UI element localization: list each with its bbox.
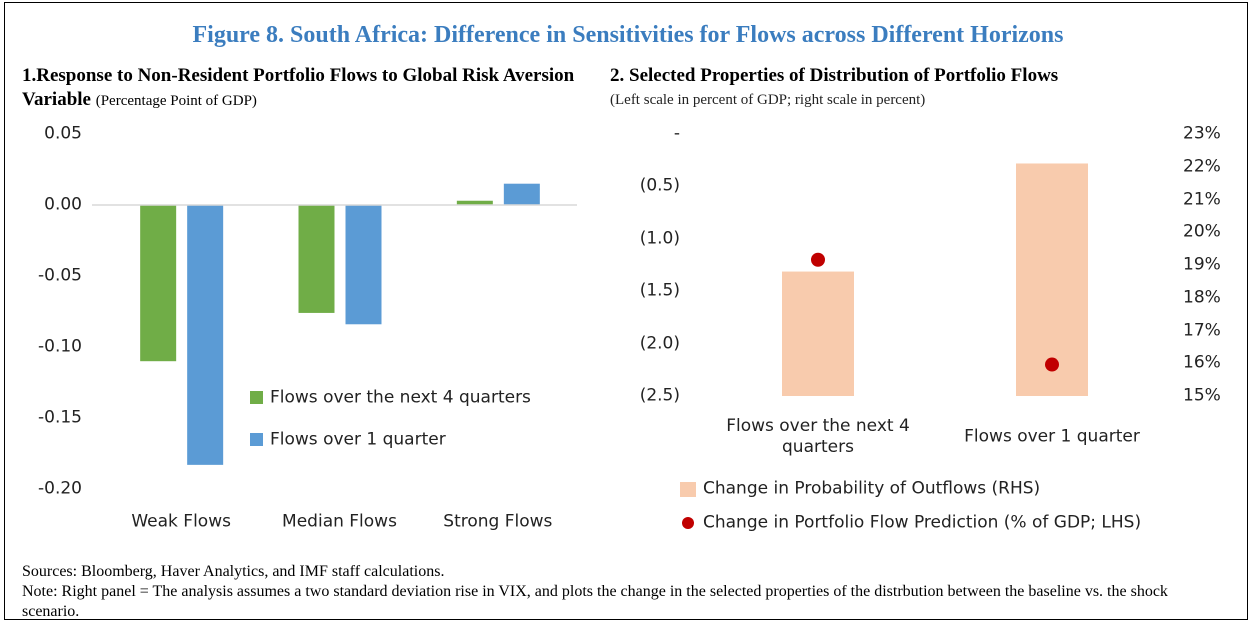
y-tick-label: -0.20 bbox=[38, 478, 82, 499]
chart-subtitle: (Percentage Point of GDP) bbox=[95, 92, 257, 109]
y-tick-label: (1.5) bbox=[639, 280, 680, 301]
legend-label: Change in Probability of Outflows (RHS) bbox=[703, 478, 1041, 499]
frame bbox=[4, 2, 1248, 620]
y2-tick-label: 18% bbox=[1183, 287, 1221, 308]
legend-label: Flows over 1 quarter bbox=[270, 429, 446, 450]
x-tick-label: Strong Flows bbox=[443, 511, 553, 532]
x-tick-label: Flows over 1 quarter bbox=[964, 426, 1140, 447]
x-tick-label: Weak Flows bbox=[131, 511, 231, 532]
note: Note: Right panel = The analysis assumes… bbox=[22, 583, 1168, 620]
chart-subtitle: (Left scale in percent of GDP; right sca… bbox=[610, 92, 926, 108]
y2-tick-label: 16% bbox=[1183, 352, 1221, 373]
bar bbox=[1016, 163, 1088, 396]
y2-tick-label: 20% bbox=[1183, 221, 1221, 242]
y2-tick-label: 21% bbox=[1183, 188, 1221, 209]
legend-label: Flows over the next 4 quarters bbox=[270, 387, 531, 408]
y-tick-label: -0.15 bbox=[38, 407, 82, 428]
legend-swatch bbox=[680, 482, 696, 497]
x-tick-label: Median Flows bbox=[282, 511, 397, 532]
y-tick-label: (0.5) bbox=[639, 175, 680, 196]
legend-swatch bbox=[250, 391, 263, 404]
y2-tick-label: 22% bbox=[1183, 156, 1221, 177]
bar bbox=[456, 200, 493, 205]
y-tick-label: 0.00 bbox=[44, 194, 82, 215]
point bbox=[1045, 357, 1059, 372]
point bbox=[811, 252, 825, 267]
bar bbox=[782, 271, 854, 396]
y2-tick-label: 19% bbox=[1183, 254, 1221, 275]
y-tick-label: -0.05 bbox=[38, 265, 82, 286]
legend-swatch bbox=[250, 433, 263, 446]
y2-tick-label: 23% bbox=[1183, 123, 1221, 144]
chart-title: 2. Selected Properties of Distribution o… bbox=[610, 65, 1059, 86]
y-tick-label: -0.10 bbox=[38, 336, 82, 357]
bar bbox=[140, 205, 177, 362]
y-tick-label: 0.05 bbox=[44, 123, 82, 144]
legend-label: Change in Portfolio Flow Prediction (% o… bbox=[703, 512, 1142, 533]
y2-tick-label: 17% bbox=[1183, 319, 1221, 340]
legend-swatch bbox=[682, 517, 694, 529]
x-tick-label: Flows over the next 4 quarters bbox=[726, 415, 910, 457]
bar bbox=[187, 205, 224, 465]
bar bbox=[345, 205, 382, 325]
y-tick-label: (2.5) bbox=[639, 385, 680, 406]
panel-title: 1.Response to Non-Resident Portfolio Flo… bbox=[22, 64, 592, 112]
y-tick-label: (2.0) bbox=[639, 332, 680, 353]
y2-tick-label: 15% bbox=[1183, 385, 1221, 406]
bar bbox=[503, 183, 540, 205]
sources: Sources: Bloomberg, Haver Analytics, and… bbox=[22, 563, 445, 580]
y-tick-label: (1.0) bbox=[639, 228, 680, 249]
bar bbox=[298, 205, 335, 313]
y-tick-label: - bbox=[673, 123, 680, 144]
figure-title: Figure 8. South Africa: Difference in Se… bbox=[192, 22, 1064, 48]
chart-title: 1.Response to Non-Resident Portfolio Flo… bbox=[22, 65, 575, 110]
